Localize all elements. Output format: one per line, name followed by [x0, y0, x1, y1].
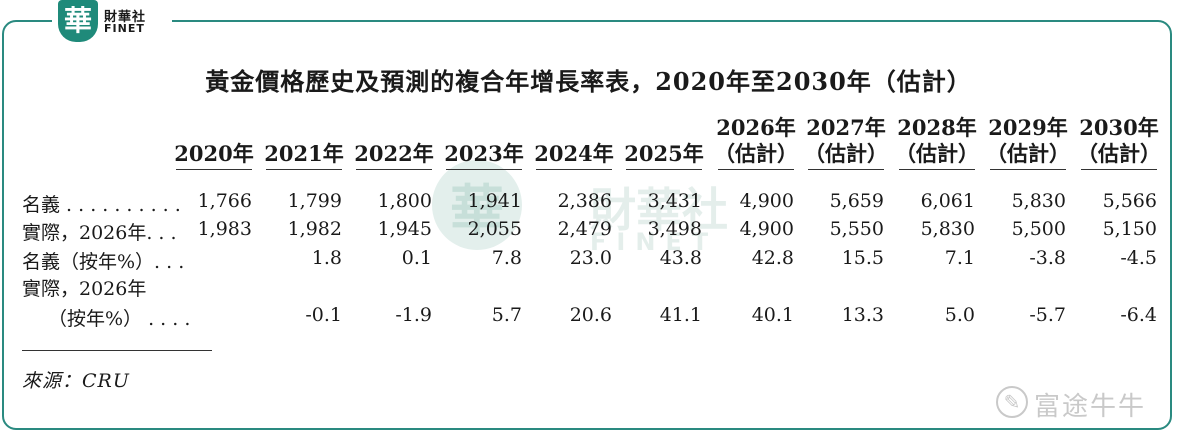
source-divider [22, 350, 212, 351]
table-cell: 43.8 [659, 247, 702, 269]
footer-brand-text: 富途牛牛 [1034, 392, 1147, 422]
column-year: 2030年 [1079, 115, 1159, 140]
column-year: 2024年 [534, 141, 614, 166]
table-cell: 40.1 [751, 304, 794, 326]
table-cell: 1,799 [287, 190, 342, 212]
table-cell: 4,900 [739, 190, 794, 212]
column-note: （估計） [986, 141, 1070, 166]
table-cell: 1.8 [311, 247, 342, 269]
table-cell: -3.8 [1029, 247, 1066, 269]
column-header: 2023年 [444, 108, 524, 170]
table-cell: -1.9 [395, 304, 432, 326]
column-note: （估計） [1077, 141, 1161, 166]
column-header: 2020年 [174, 108, 254, 170]
column-header: 2025年 [624, 108, 704, 170]
table-cell: 5,659 [829, 190, 884, 212]
column-year: 2027年 [806, 115, 886, 140]
column-header: 2029年 （估計） [986, 108, 1070, 170]
table-cell: 5.0 [944, 304, 975, 326]
table-cell: 13.3 [841, 304, 884, 326]
table-cell: -5.7 [1029, 304, 1066, 326]
table-cell: 5,830 [920, 218, 975, 240]
column-header: 2026年 （估計） [714, 108, 798, 170]
column-year: 2029年 [988, 115, 1068, 140]
column-note: （估計） [714, 141, 798, 166]
table-cell: 5,830 [1011, 190, 1066, 212]
table-cell: 5,566 [1102, 190, 1157, 212]
table-cell: -4.5 [1120, 247, 1157, 269]
table-cell: 15.5 [841, 247, 884, 269]
table-cell: 3,431 [647, 190, 702, 212]
table-cell: 1,982 [287, 218, 342, 240]
table-cell: 5,500 [1011, 218, 1066, 240]
table-cell: 1,941 [467, 190, 522, 212]
finet-logo-icon: 華 [58, 0, 98, 42]
row-label: 名義 . . . . . . . . . . [22, 194, 181, 216]
moomoo-icon: ✎ [996, 386, 1028, 418]
table-cell: 2,055 [467, 218, 522, 240]
table-cell: 1,945 [377, 218, 432, 240]
column-note: （估計） [895, 141, 979, 166]
column-year: 2021年 [264, 141, 344, 166]
column-year: 2020年 [174, 141, 254, 166]
table-cell: 0.1 [401, 247, 432, 269]
column-header: 2027年 （估計） [804, 108, 888, 170]
table-cell: 41.1 [659, 304, 702, 326]
table-cell: 5,150 [1102, 218, 1157, 240]
column-header: 2024年 [534, 108, 614, 170]
column-year: 2023年 [444, 141, 524, 166]
table-cell: 4,900 [739, 218, 794, 240]
table-cell: 1,766 [197, 190, 252, 212]
table-cell: 7.1 [944, 247, 975, 269]
row-label: 實際，2026年 [22, 278, 147, 300]
table-cell: 6,061 [920, 190, 975, 212]
row-label: 名義（按年%）. . . [22, 251, 185, 273]
column-year: 2022年 [354, 141, 434, 166]
table-cell: 2,479 [557, 218, 612, 240]
column-note: （估計） [804, 141, 888, 166]
table-cell: 2,386 [557, 190, 612, 212]
row-label-continued: （按年%） . . . . [48, 308, 191, 330]
column-header: 2028年 （估計） [895, 108, 979, 170]
table-title: 黃金價格歷史及預測的複合年增長率表，2020年至2030年（估計） [205, 67, 972, 96]
row-label: 實際，2026年. . . [22, 222, 177, 244]
column-year: 2026年 [716, 115, 796, 140]
table-cell: 1,800 [377, 190, 432, 212]
table-cell: 20.6 [569, 304, 612, 326]
table-cell: -6.4 [1120, 304, 1157, 326]
panel-frame [2, 20, 1172, 430]
source-note: 來源：CRU [22, 370, 130, 392]
column-header: 2030年 （估計） [1077, 108, 1161, 170]
logo-english-name: FINET [104, 22, 145, 35]
column-header: 2021年 [264, 108, 344, 170]
table-cell: 7.8 [491, 247, 522, 269]
table-cell: 42.8 [751, 247, 794, 269]
column-year: 2025年 [624, 141, 704, 166]
logo-chinese-name: 財華社 [104, 10, 147, 25]
table-cell: -0.1 [305, 304, 342, 326]
table-cell: 1,983 [197, 218, 252, 240]
table-cell: 3,498 [647, 218, 702, 240]
table-cell: 23.0 [569, 247, 612, 269]
column-year: 2028年 [897, 115, 977, 140]
column-header: 2022年 [354, 108, 434, 170]
table-cell: 5,550 [829, 218, 884, 240]
table-cell: 5.7 [491, 304, 522, 326]
